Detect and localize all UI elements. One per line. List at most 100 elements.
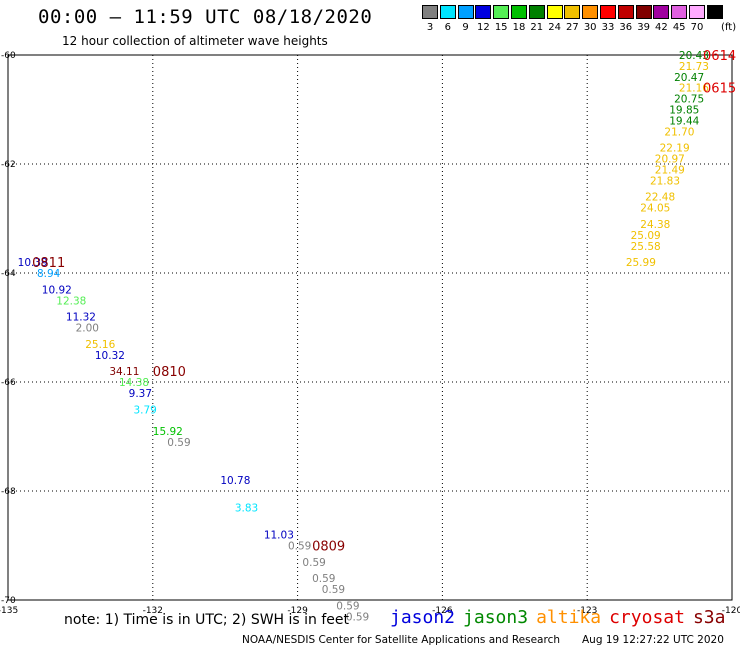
legend-swatch [582,5,599,19]
wave-height-value: 0.59 [346,611,369,623]
wave-height-value: 10.78 [220,475,250,487]
mission-label: altika [536,607,602,628]
longitude-tick-label: -135 [0,606,18,616]
legend-swatch [475,5,492,19]
wave-height-value: 20.75 [674,94,704,106]
legend-swatch [546,5,563,19]
page-title: 00:00 – 11:59 UTC 08/18/2020 [38,6,373,28]
wave-height-value: 3.79 [133,404,156,416]
legend-swatch [511,5,527,19]
legend-label: 21 [530,22,544,33]
legend-swatch [617,5,634,19]
pass-time-label: 0615 [703,82,736,97]
legend-swatch [706,5,723,19]
legend-label: 33 [601,22,615,33]
longitude-tick-label: -120 [722,606,740,616]
footer-note: note: 1) Time is in UTC; 2) SWH is in fe… [64,612,350,628]
latitude-tick-label: -64 [1,269,16,279]
wave-height-value: 21.49 [655,164,685,176]
pass-time-label: 0809 [312,540,345,555]
latitude-tick-label: -66 [1,378,16,388]
legend-swatch [493,5,510,19]
wave-height-value: 25.58 [631,241,661,253]
legend-label: 27 [566,22,579,33]
wave-height-value: 21.16 [679,83,709,95]
wave-height-value: 10.39 [18,257,48,269]
longitude-tick-label: -123 [577,606,597,616]
legend-swatch [528,5,545,19]
legend-label: 39 [637,22,650,33]
legend-unit: (ft) [721,22,737,33]
wave-height-value: 15.92 [153,426,183,438]
wave-height-value: 21.73 [679,61,709,73]
legend-label: 45 [672,22,686,33]
legend-swatch [689,5,705,19]
mission-label: s3a [692,607,726,628]
mission-label: cryosat [609,607,685,628]
legend-label: 3 [426,22,434,33]
wave-height-value: 20.97 [655,154,685,166]
wave-height-value: 11.03 [264,530,294,542]
generated-timestamp: Aug 19 12:27:22 UTC 2020 [582,634,724,646]
pass-time-label: 0811 [32,256,65,271]
legend-label: 9 [462,22,469,33]
legend-label: 30 [583,22,597,33]
wave-height-value: 21.83 [650,175,680,187]
wave-height-value: 12.38 [56,295,86,307]
mission-legend: jason2 jason3 altika cryosat s3a [390,607,733,628]
mission-label: jason2 [390,607,456,628]
wave-height-value: 0.59 [288,541,311,553]
wave-height-value: 9.37 [129,388,152,400]
legend-swatch [635,5,652,19]
wave-height-value: 0.59 [322,584,345,596]
legend-swatch [457,5,474,19]
legend-label: 70 [690,22,704,33]
wave-height-value: 25.09 [631,230,661,242]
wave-height-value: 20.43 [679,50,709,62]
latitude-tick-label: -68 [1,487,16,497]
wave-height-value: 0.59 [167,437,190,449]
pass-time-label: 0614 [703,49,736,64]
wave-height-value: 0.59 [312,573,335,585]
wave-height-value: 0.59 [302,557,325,569]
legend-swatch [439,5,456,19]
wave-height-value: 3.83 [235,502,258,514]
legend-label: 24 [548,22,561,33]
latitude-tick-label: -70 [1,596,16,606]
legend-label: 36 [619,22,633,33]
wave-height-value: 24.05 [640,203,670,215]
pass-time-label: 0810 [153,365,186,380]
wave-height-value: 19.85 [669,105,699,117]
longitude-tick-label: -132 [143,606,163,616]
legend-label: 6 [444,22,451,33]
latitude-tick-label: -62 [1,160,16,170]
longitude-tick-label: -126 [432,606,453,616]
wave-height-value: 24.38 [640,219,670,231]
page-subtitle: 12 hour collection of altimeter wave hei… [62,34,328,48]
legend-label: 15 [494,22,508,33]
wave-height-value: 20.47 [674,72,704,84]
wave-height-value: 8.94 [37,268,61,280]
wave-height-value: 22.48 [645,192,675,204]
wave-height-value: 34.11 [109,366,139,378]
wave-height-value: 10.32 [95,350,125,362]
wave-height-value: 11.32 [66,312,96,324]
legend-swatch [422,5,438,19]
legend-label: 42 [655,22,668,33]
credit-text: NOAA/NESDIS Center for Satellite Applica… [242,634,560,646]
legend-swatch [671,5,688,19]
legend-swatch [653,5,670,19]
wave-height-value: 22.19 [660,143,690,155]
latitude-tick-label: -60 [1,51,16,61]
wave-height-value: 25.99 [626,257,656,269]
wave-height-value: 0.59 [336,600,359,612]
legend-label: 12 [477,22,490,33]
wave-height-value: 10.92 [42,284,72,296]
legend-label: 18 [512,22,526,33]
wave-height-value: 14.38 [119,377,149,389]
wave-height-value: 19.44 [669,115,699,127]
wave-height-value: 2.00 [76,323,99,335]
map-frame [7,54,733,601]
wave-height-value: 21.70 [664,126,694,138]
